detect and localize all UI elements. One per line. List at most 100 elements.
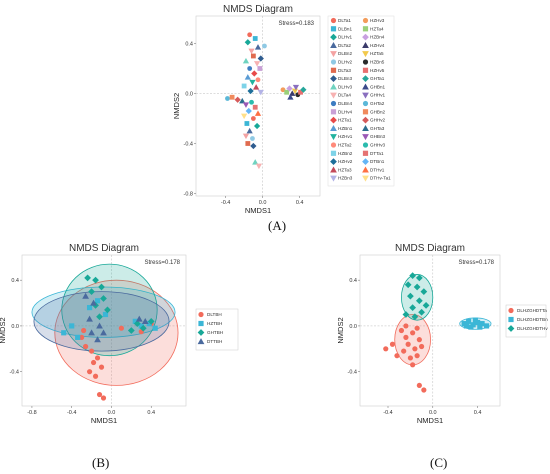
chart-c-legend-label: DLHZGHDTBn xyxy=(517,317,548,322)
chart-a-legend-marker xyxy=(330,26,337,32)
chart-c-point-dlhzghdthv xyxy=(415,297,423,305)
chart-a-legend-marker xyxy=(330,125,337,131)
chart-b-point-hztbh xyxy=(152,325,158,331)
chart-b-x-tick-label: 0.4 xyxy=(147,410,155,416)
chart-a-x-tick-label: 0.0 xyxy=(259,200,267,206)
chart-a-legend-label: HZTa4 xyxy=(370,26,384,31)
chart-a-point xyxy=(251,70,258,77)
chart-a-legend-marker xyxy=(330,92,337,99)
chart-b-point-ghtbh xyxy=(100,295,107,302)
chart-a-legend-label: GHBn3 xyxy=(370,134,386,139)
chart-a-legend-label: DTHv1 xyxy=(370,167,385,172)
chart-b-point-dltbh xyxy=(94,355,101,361)
chart-c-point-dlhzghdtbn xyxy=(483,323,490,329)
chart-a-legend-marker xyxy=(362,67,369,73)
chart-c-point-dlhzghdthv xyxy=(411,313,419,321)
chart-a-point xyxy=(244,121,250,126)
chart-a-point xyxy=(234,96,241,103)
chart-b-y-tick-label: -0.4 xyxy=(10,370,19,376)
chart-a-legend-marker xyxy=(330,75,337,82)
chart-b-point-ghtbh xyxy=(133,320,141,328)
chart-a-legend-marker xyxy=(330,150,337,156)
chart-a-point xyxy=(257,66,263,71)
chart-a-legend-marker xyxy=(330,109,337,115)
chart-c-x-tick-label: 0.4 xyxy=(474,410,482,416)
chart-b-point-dttbh xyxy=(90,299,97,306)
chart-a-legend-label: HZHv5 xyxy=(370,68,385,73)
chart-c-point-dlhzghdtta xyxy=(416,382,422,389)
chart-a-point xyxy=(257,89,264,96)
chart-c-legend-marker xyxy=(508,307,514,314)
chart-a-legend-label: HZHv4 xyxy=(370,43,385,48)
chart-c-point-dlhzghdthv xyxy=(418,308,425,316)
chart-a-legend-marker xyxy=(330,116,337,124)
chart-b-x-tick-label: 0.0 xyxy=(108,410,116,416)
chart-a-legend-marker xyxy=(362,125,369,131)
chart-a-legend-marker xyxy=(362,158,369,165)
panel-label-b: (B) xyxy=(92,455,110,470)
chart-a-legend-marker xyxy=(330,51,337,58)
chart-b-point-hztbh xyxy=(138,323,144,329)
chart-a-point xyxy=(241,83,247,89)
chart-a-legend-label: DLTa1 xyxy=(338,18,351,23)
chart-c-point-dlhzghdtta xyxy=(398,327,405,334)
chart-a-legend-label: GHHv3 xyxy=(370,143,386,148)
chart-c-point-dlhzghdthv xyxy=(407,292,414,300)
chart-a-legend-marker xyxy=(330,142,337,148)
chart-a-legend-label: GHTa1 xyxy=(370,76,385,81)
chart-a-point xyxy=(250,142,257,150)
chart-b-y-tick-label: 0.4 xyxy=(11,278,19,284)
chart-b-point-dltbh xyxy=(79,334,85,340)
chart-b-point-hztbh xyxy=(94,298,101,304)
chart-a-legend-label: DLTa3 xyxy=(338,68,351,73)
chart-a-point xyxy=(245,107,252,115)
chart-c-y-tick-label: 0.0 xyxy=(349,324,357,330)
chart-a-legend-marker xyxy=(330,67,337,73)
chart-c-point-dlhzghdthv xyxy=(415,274,423,282)
chart-a-legend-label: HZHv1 xyxy=(338,134,353,139)
chart-c-point-dlhzghdtta xyxy=(410,362,416,368)
chart-a-legend-marker xyxy=(330,175,337,182)
chart-c-point-dlhzghdtbn xyxy=(479,321,485,327)
chart-a-legend-marker xyxy=(362,42,369,48)
chart-a-legend-label: DLBn3 xyxy=(338,76,352,81)
chart-a-point xyxy=(229,94,235,100)
chart-a-legend-label: HZBn4 xyxy=(370,35,385,40)
chart-a-legend-marker xyxy=(362,166,369,173)
chart-b-y-tick-label: 0.0 xyxy=(11,324,19,330)
chart-b-legend-marker xyxy=(197,329,205,336)
chart-a-legend-marker xyxy=(362,51,369,58)
chart-b-point-ghtbh xyxy=(96,313,103,321)
chart-c-point-dlhzghdtta xyxy=(419,343,425,350)
chart-a-legend-label: HZBn5 xyxy=(370,60,385,65)
chart-a-legend-label: GHTa3 xyxy=(370,126,385,131)
chart-a-legend-label: GHHv2 xyxy=(370,118,386,123)
chart-a-legend-label: DLHv1 xyxy=(338,35,352,40)
chart-b-x-tick-label: -0.4 xyxy=(67,410,76,416)
chart-a-legend-label: HZTa1 xyxy=(338,118,352,123)
chart-a-legend-label: HZBn3 xyxy=(338,176,353,181)
chart-b-legend-label: GHTBH xyxy=(207,330,223,335)
chart-a-point xyxy=(292,84,300,91)
chart-b-point-hztbh xyxy=(75,334,81,340)
chart-b-point-hztbh xyxy=(146,321,152,327)
chart-a-point xyxy=(252,104,258,110)
chart-b-legend-marker xyxy=(197,338,205,345)
chart-b-point-ghtbh xyxy=(92,276,99,284)
chart-a-legend-marker xyxy=(330,100,337,107)
chart-a-y-tick-label: 0.4 xyxy=(185,42,193,48)
chart-a-legend-marker xyxy=(362,134,369,141)
chart-c-point-dlhzghdtta xyxy=(403,334,409,340)
chart-c-point-dlhzghdthv xyxy=(409,304,417,312)
chart-c-point-dlhzghdtta xyxy=(412,346,418,352)
chart-c-point-dlhzghdthv xyxy=(422,301,430,309)
chart-a-point xyxy=(284,89,290,95)
chart-c-point-dlhzghdtta xyxy=(407,355,413,361)
chart-a-point xyxy=(286,85,293,92)
chart-a-legend-marker xyxy=(362,109,369,115)
chart-a-legend-marker xyxy=(330,42,337,48)
chart-c-title: NMDS Diagram xyxy=(395,243,465,254)
chart-a-point xyxy=(249,79,256,86)
chart-c-point-dlhzghdthv xyxy=(402,311,410,318)
chart-c-legend-label: DLHZGHDTHv xyxy=(517,326,548,331)
